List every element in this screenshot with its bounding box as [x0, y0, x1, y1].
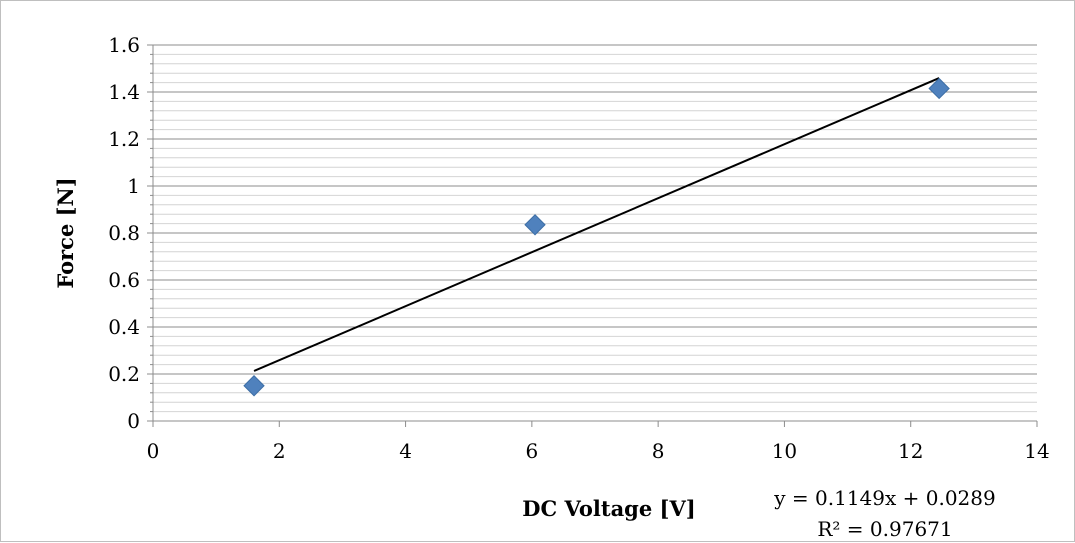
x-tick-label: 2: [273, 439, 286, 463]
x-tick-label: 4: [399, 439, 412, 463]
y-tick-label: 1: [127, 174, 140, 198]
data-point-diamond: [928, 77, 950, 100]
x-tick-label: 14: [1024, 439, 1049, 463]
y-tick-label: 1.6: [108, 33, 140, 57]
data-point-diamond: [243, 375, 265, 397]
y-tick-label: 0.8: [108, 221, 140, 245]
y-tick-label: 1.2: [108, 127, 140, 151]
trendline-group: [253, 77, 940, 372]
y-tick-label: 0: [127, 409, 140, 433]
minor-gridlines: [153, 53, 1037, 413]
data-points: [243, 77, 950, 397]
x-tick-label: 0: [147, 439, 160, 463]
data-point-diamond: [524, 214, 546, 236]
y-tick-label: 1.4: [108, 80, 140, 104]
y-axis-ticks: 0 0.2 0.4 0.6 0.8 1 1.2 1.4 1.6: [108, 33, 153, 433]
trendline: [253, 77, 940, 372]
x-tick-label: 6: [525, 439, 538, 463]
x-axis-title: DC Voltage [V]: [522, 496, 695, 521]
x-axis-ticks: 0 2 4 6 8 10 12 14: [147, 421, 1050, 463]
x-tick-label: 12: [898, 439, 923, 463]
y-tick-label: 0.4: [108, 315, 140, 339]
x-tick-label: 8: [652, 439, 665, 463]
x-tick-label: 10: [772, 439, 797, 463]
trendline-equation: y = 0.1149x + 0.0289: [773, 486, 995, 510]
y-tick-label: 0.2: [108, 362, 140, 386]
major-gridlines: [153, 44, 1037, 375]
y-tick-label: 0.6: [108, 268, 140, 292]
y-axis-title: Force [N]: [53, 177, 78, 288]
trendline-r-squared: R² = 0.97671: [817, 517, 952, 541]
